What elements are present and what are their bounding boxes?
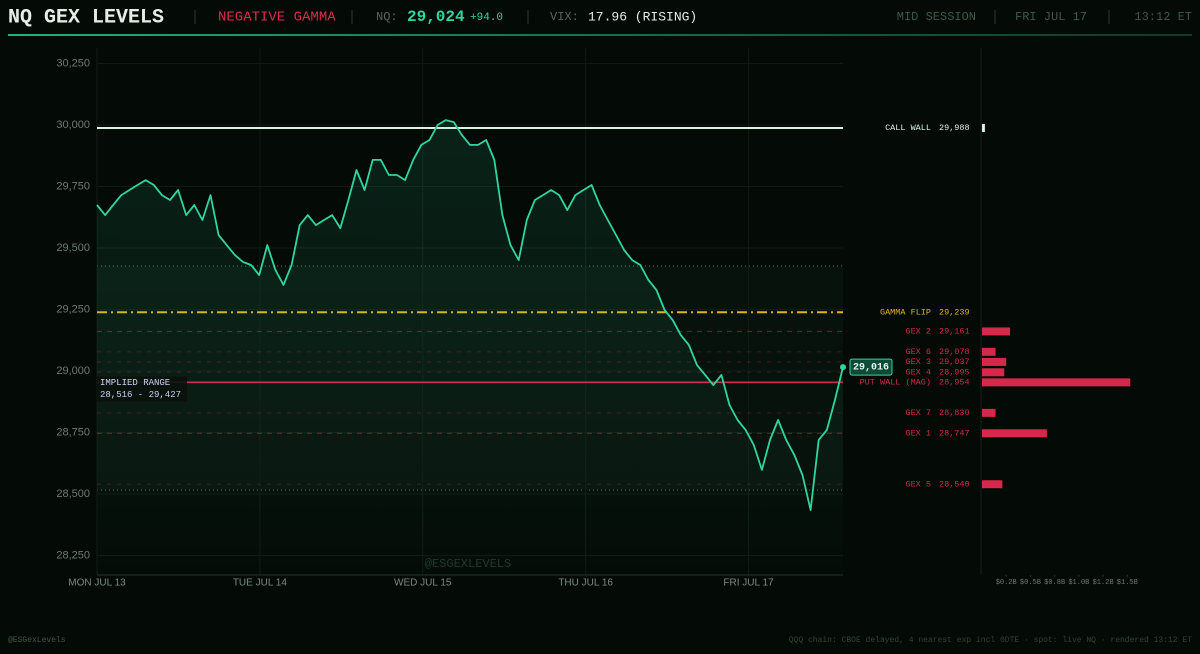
level-name: GEX 4 bbox=[905, 368, 931, 378]
gamma-tick-label: $0.8B bbox=[1044, 579, 1065, 587]
session: MID SESSION bbox=[897, 10, 976, 24]
y-tick-label: 30,250 bbox=[56, 57, 90, 69]
y-tick-label: 28,500 bbox=[56, 488, 90, 500]
implied-range-label: IMPLIED RANGE bbox=[100, 378, 170, 388]
title: NQ GEX LEVELS bbox=[8, 6, 164, 29]
level-value: 29,037 bbox=[939, 357, 970, 367]
nq-change: +94.0 bbox=[470, 12, 503, 24]
implied-range-values: 28,516 - 29,427 bbox=[100, 390, 181, 400]
x-tick-label: THU JUL 16 bbox=[558, 578, 613, 589]
gamma-tick-label: $0.2B bbox=[996, 579, 1017, 587]
x-tick-label: TUE JUL 14 bbox=[233, 578, 288, 589]
level-value: 29,161 bbox=[939, 327, 970, 337]
gamma-bar bbox=[982, 347, 996, 356]
gamma-tick-label: $1.5B bbox=[1117, 579, 1138, 587]
level-name: GAMMA FLIP bbox=[880, 307, 931, 317]
last-badge bbox=[849, 358, 893, 376]
level-name: GEX 6 bbox=[905, 347, 931, 357]
regime: NEGATIVE GAMMA bbox=[218, 10, 336, 26]
level-name: CALL WALL bbox=[885, 123, 931, 133]
vix-label: VIX: bbox=[550, 10, 579, 24]
header: NQ GEX LEVELS NEGATIVE GAMMA NQ: 29,024 … bbox=[8, 6, 1192, 36]
y-tick-label: 29,250 bbox=[56, 303, 90, 315]
vix-value: 17.96 (RISING) bbox=[588, 9, 697, 24]
gamma-tick-label: $1.0B bbox=[1068, 579, 1089, 587]
level-value: 29,078 bbox=[939, 347, 970, 357]
y-tick-label: 28,750 bbox=[56, 426, 90, 438]
footer-source: QQQ chain: CBOE delayed, 4 nearest exp i… bbox=[789, 636, 1192, 645]
x-tick-label: MON JUL 13 bbox=[68, 578, 126, 589]
gamma-bar bbox=[982, 480, 1003, 489]
level-name: PUT WALL (MAG) bbox=[860, 378, 931, 388]
level-value: 29,239 bbox=[939, 307, 970, 317]
y-tick-label: 28,250 bbox=[56, 549, 90, 561]
level-value: 28,830 bbox=[939, 408, 970, 418]
level-value: 28,747 bbox=[939, 429, 970, 439]
gamma-bar bbox=[982, 429, 1047, 438]
header-rule bbox=[8, 34, 1192, 36]
time: 13:12 ET bbox=[1134, 10, 1192, 24]
level-value: 28,995 bbox=[939, 368, 970, 378]
level-name: GEX 2 bbox=[905, 327, 931, 337]
level-name: GEX 7 bbox=[905, 408, 931, 418]
nq-value: 29,024 bbox=[407, 8, 465, 26]
level-name: GEX 1 bbox=[905, 429, 931, 439]
last-label: 29,016 bbox=[853, 363, 889, 374]
level-value: 28,540 bbox=[939, 479, 970, 489]
gamma-bar bbox=[982, 123, 985, 132]
gamma-bar bbox=[982, 368, 1005, 377]
y-tick-label: 29,750 bbox=[56, 180, 90, 192]
x-tick-label: WED JUL 15 bbox=[394, 578, 452, 589]
gamma-tick-label: $0.5B bbox=[1020, 579, 1041, 587]
gamma-bar bbox=[982, 408, 996, 417]
gamma-tick-label: $1.2B bbox=[1093, 579, 1114, 587]
price-line bbox=[96, 119, 844, 511]
level-value: 28,954 bbox=[939, 378, 970, 388]
date: FRI JUL 17 bbox=[1015, 10, 1087, 24]
gamma-bar bbox=[982, 378, 1131, 387]
level-name: GEX 5 bbox=[905, 479, 931, 489]
level-value: 29,988 bbox=[939, 123, 970, 133]
implied-range-box bbox=[97, 376, 187, 402]
y-tick-label: 29,500 bbox=[56, 242, 90, 254]
gamma-bar bbox=[982, 327, 1011, 336]
nq-label: NQ: bbox=[376, 10, 398, 24]
footer-handle: @ESGexLevels bbox=[8, 636, 66, 645]
price-area bbox=[97, 120, 843, 575]
x-tick-label: FRI JUL 17 bbox=[723, 578, 774, 589]
y-tick-label: 29,000 bbox=[56, 365, 90, 377]
y-tick-label: 30,000 bbox=[56, 119, 90, 131]
gamma-bar bbox=[982, 357, 1007, 366]
last-point bbox=[840, 364, 846, 371]
level-name: GEX 3 bbox=[905, 357, 931, 367]
